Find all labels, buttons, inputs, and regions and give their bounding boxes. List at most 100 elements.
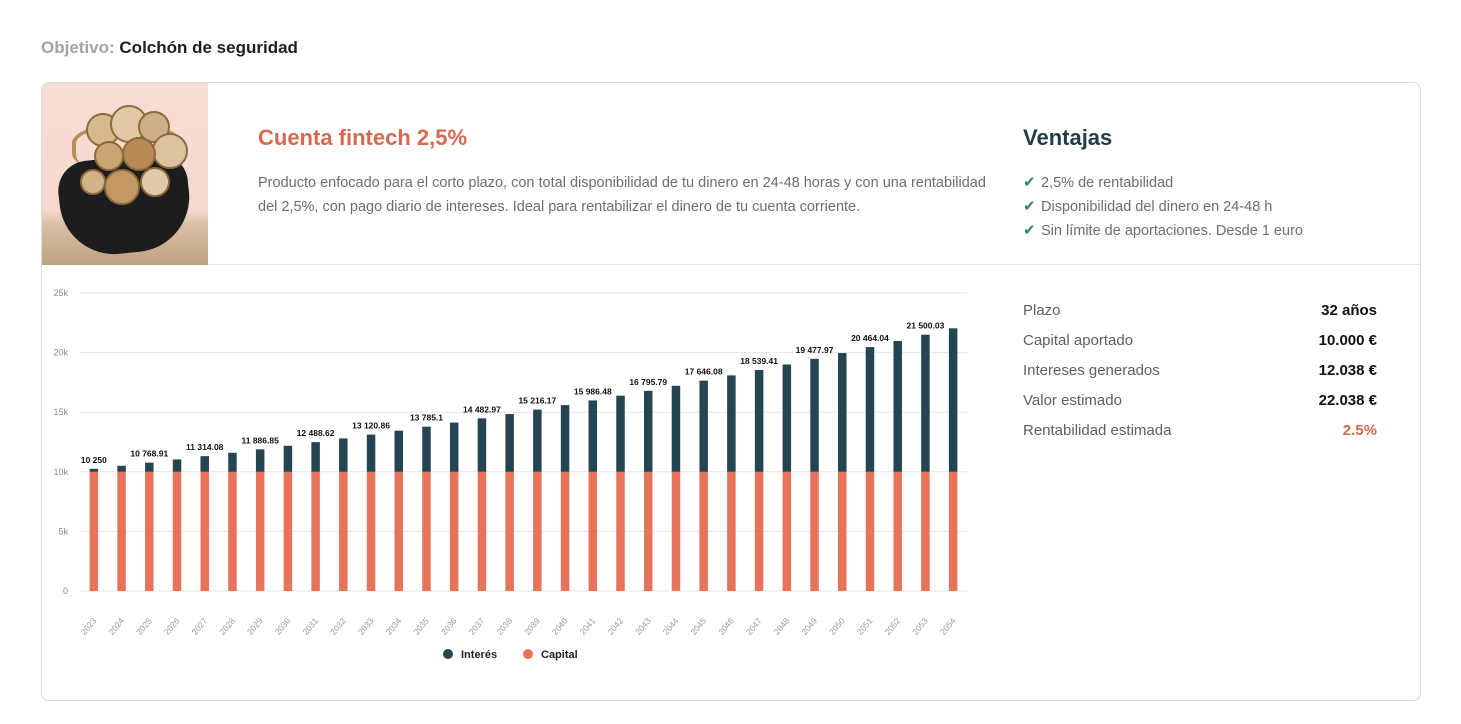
x-tick-label: 2054 (938, 616, 958, 637)
legend-marker (443, 649, 453, 659)
bar-interest (893, 340, 902, 472)
bar-interest (311, 442, 320, 472)
summary-stats: Plazo 32 años Capital aportado 10.000 € In… (1023, 295, 1377, 445)
x-tick-label: 2038 (494, 616, 514, 637)
y-tick-label: 0 (63, 586, 68, 596)
bar-interest (782, 364, 792, 472)
data-label: 11 314.08 (186, 442, 224, 452)
stat-plazo: Plazo 32 años (1023, 301, 1377, 319)
bar-interest (643, 390, 653, 472)
y-tick-label: 20k (53, 348, 68, 358)
bar-interest (560, 405, 570, 472)
x-tick-label: 2041 (578, 616, 598, 637)
bar-interest (200, 456, 209, 472)
bar-capital (921, 471, 930, 591)
x-tick-label: 2053 (910, 616, 930, 637)
x-tick-label: 2026 (162, 616, 182, 637)
x-tick-label: 2051 (855, 616, 875, 637)
bar-capital (671, 471, 681, 591)
check-icon: ✔ (1023, 174, 1036, 191)
bar-capital (505, 471, 514, 591)
advantages-list: ✔ 2,5% de rentabilidad ✔ Disponibilidad de… (1023, 171, 1403, 243)
x-tick-label: 2031 (300, 616, 320, 637)
projection-chart: 0 5k 10k 15k 20k 25k 2023 2024 2025 2026 2027 2028 2… (42, 273, 987, 693)
data-label: 14 482.97 (463, 404, 501, 414)
objective-value: Colchón de seguridad (119, 38, 298, 57)
bar-interest (145, 462, 154, 472)
bar-interest (228, 452, 237, 472)
y-tick-label: 25k (53, 288, 68, 298)
bar-interest (89, 468, 99, 472)
x-tick-label: 2047 (744, 616, 764, 637)
data-label: 10 250 (81, 455, 107, 465)
x-tick-label: 2023 (79, 616, 99, 637)
x-tick-label: 2045 (688, 616, 708, 637)
product-title: Cuenta fintech 2,5% (258, 125, 468, 150)
bar-capital (643, 471, 653, 591)
bar-capital (255, 471, 265, 591)
x-tick-label: 2042 (605, 616, 625, 637)
x-tick-label: 2040 (550, 616, 570, 637)
data-label: 18 539.41 (740, 356, 778, 366)
bar-capital (699, 471, 708, 591)
objective: Objetivo: Colchón de seguridad (41, 38, 298, 58)
stat-valor: Valor estimado 22.038 € (1023, 391, 1377, 409)
advantage-item: ✔ Sin límite de aportaciones. Desde 1 eur… (1023, 219, 1403, 243)
bar-interest (699, 380, 708, 472)
bar-interest (477, 418, 487, 472)
check-icon: ✔ (1023, 198, 1036, 215)
data-label: 20 464.04 (851, 333, 889, 343)
bar-interest (727, 375, 736, 472)
x-tick-label: 2027 (189, 616, 209, 637)
bar-interest (255, 449, 265, 472)
bar-capital (200, 471, 209, 591)
bar-capital (339, 471, 348, 591)
bar-interest (505, 414, 514, 472)
bar-capital (311, 471, 320, 591)
advantage-item: ✔ Disponibilidad del dinero en 24-48 h (1023, 195, 1403, 219)
advantages: Ventajas ✔ 2,5% de rentabilidad ✔ Disponib… (1023, 125, 1403, 243)
bar-interest (838, 353, 847, 472)
data-label: 11 886.85 (241, 435, 279, 445)
bar-interest (172, 459, 182, 472)
bar-capital (172, 471, 182, 591)
bar-capital (810, 471, 819, 591)
bar-capital (477, 471, 487, 591)
x-tick-label: 2044 (661, 616, 681, 637)
x-tick-label: 2043 (633, 616, 653, 637)
x-tick-label: 2035 (411, 616, 431, 637)
bar-capital (865, 471, 875, 591)
stat-intereses: Intereses generados 12.038 € (1023, 361, 1377, 379)
bar-capital (366, 471, 376, 591)
x-tick-label: 2030 (273, 616, 293, 637)
bar-capital (560, 471, 570, 591)
x-tick-label: 2033 (356, 616, 376, 637)
objective-label: Objetivo: (41, 38, 115, 57)
check-icon: ✔ (1023, 222, 1036, 239)
data-label: 15 216.17 (518, 396, 556, 406)
data-label: 15 986.48 (574, 386, 612, 396)
data-label: 13 785.1 (410, 413, 443, 423)
bar-interest (283, 445, 293, 472)
bar-capital (449, 471, 459, 591)
stat-rentabilidad: Rentabilidad estimada 2.5% (1023, 421, 1377, 439)
x-tick-label: 2032 (328, 616, 348, 637)
x-tick-label: 2048 (772, 616, 792, 637)
bar-interest (921, 334, 930, 472)
bar-interest (449, 422, 459, 472)
x-tick-label: 2036 (439, 616, 459, 637)
bar-capital (893, 471, 902, 591)
bar-capital (117, 471, 126, 591)
bar-capital (838, 471, 847, 591)
bar-capital (782, 471, 792, 591)
data-label: 10 768.91 (130, 449, 168, 459)
data-label: 16 795.79 (629, 377, 667, 387)
advantages-title: Ventajas (1023, 125, 1113, 150)
data-label: 19 477.97 (796, 345, 834, 355)
x-tick-label: 2046 (716, 616, 736, 637)
bar-capital (948, 471, 958, 591)
bar-interest (754, 370, 764, 472)
product-description: Producto enfocado para el corto plazo, c… (258, 175, 986, 215)
bar-interest (616, 395, 625, 472)
bar-capital (533, 471, 542, 591)
